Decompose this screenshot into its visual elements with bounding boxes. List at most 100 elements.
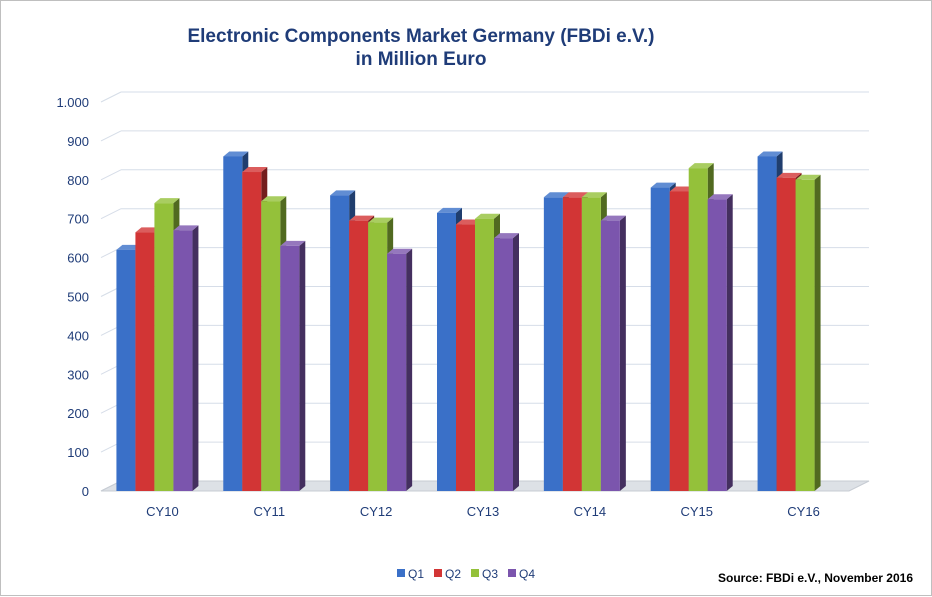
bar-front [475, 218, 494, 491]
legend-swatch [434, 569, 442, 577]
y-tick-label: 700 [67, 212, 89, 227]
bar-front [707, 199, 727, 491]
bar-top [581, 192, 607, 198]
bar-top [456, 219, 481, 225]
bar-front [688, 168, 708, 491]
gridline-side [100, 169, 122, 181]
y-tick-label: 400 [67, 328, 89, 343]
legend-label: Q4 [519, 567, 535, 581]
x-category-label: CY15 [680, 504, 713, 519]
bars [116, 151, 821, 492]
bar-top [261, 196, 287, 202]
bar-side [619, 215, 626, 491]
bar-top [757, 151, 783, 157]
gridline-side [100, 130, 122, 142]
bar-top [543, 192, 569, 198]
bar-top [223, 151, 249, 157]
bar-front [776, 177, 796, 492]
legend-label: Q2 [445, 567, 461, 581]
y-tick-label: 1.000 [56, 95, 89, 110]
bar-top [116, 244, 142, 250]
bar-top [154, 198, 180, 204]
bar-front [562, 197, 582, 491]
bar-top [600, 215, 626, 221]
bar-top [669, 186, 695, 192]
legend-swatch [471, 569, 479, 577]
bar-top [387, 248, 413, 254]
bar-top [494, 233, 519, 239]
y-axis-ticks: 0 100 200 300 400 500 600 700 800 900 1.000 [56, 95, 89, 499]
bar-front [600, 220, 620, 491]
x-axis-categories: CY10 CY11 CY12 CY13 CY14 CY15 CY16 [146, 504, 820, 519]
gridline-side [100, 208, 122, 220]
x-category-label: CY16 [787, 504, 820, 519]
bar-top [650, 182, 676, 188]
source-annotation: Source: FBDi e.V., November 2016 [718, 571, 913, 585]
legend-label: Q1 [408, 567, 424, 581]
y-tick-label: 200 [67, 406, 89, 421]
bar-side [192, 225, 199, 491]
bar-side [406, 248, 413, 491]
bar-side [513, 233, 519, 491]
bar-top [349, 215, 375, 221]
y-tick-label: 0 [82, 484, 89, 499]
bar-top [437, 207, 462, 213]
bar-front [349, 220, 369, 491]
bar-front [650, 187, 670, 491]
y-tick-label: 600 [67, 251, 89, 266]
y-tick-label: 500 [67, 290, 89, 305]
bar-q4-cy15 [707, 194, 733, 491]
bar-front [223, 156, 243, 491]
legend-swatch [508, 569, 516, 577]
bar-front [795, 179, 815, 492]
chart-title-line-1: Electronic Components Market Germany (FB… [187, 26, 654, 47]
bar-front [581, 197, 601, 491]
bar-top [562, 192, 588, 198]
bar-top [280, 240, 306, 246]
bar-top [795, 174, 821, 180]
legend-swatch [397, 569, 405, 577]
bar-top [135, 227, 161, 233]
bar-side [299, 240, 306, 491]
bar-front [368, 222, 388, 491]
x-category-label: CY10 [146, 504, 179, 519]
bar-front [494, 238, 513, 491]
bar-front [330, 195, 350, 492]
bar-front [135, 232, 155, 491]
bar-front [387, 253, 407, 491]
bar-q4-cy14 [600, 215, 626, 491]
bar-front [543, 197, 563, 491]
bar-front [116, 249, 136, 491]
bar-top [368, 217, 394, 223]
bar-top [173, 225, 199, 231]
legend: Q1 Q2 Q3 Q4 [397, 567, 535, 581]
y-tick-label: 800 [67, 173, 89, 188]
bar-front [456, 224, 475, 491]
bar-side [814, 174, 821, 492]
legend-item-q2: Q2 [434, 567, 461, 581]
chart-title-line-2: in Million Euro [356, 49, 487, 70]
bar-top [242, 167, 268, 173]
bar-front [154, 203, 174, 491]
bar-q4-cy13 [494, 233, 519, 491]
y-tick-label: 100 [67, 445, 89, 460]
bar-front [242, 172, 262, 491]
bar-top [776, 172, 802, 178]
x-category-label: CY11 [254, 504, 286, 519]
bar-q3-cy16 [795, 174, 821, 492]
x-category-label: CY13 [467, 504, 500, 519]
bar-side [726, 194, 733, 491]
bar-front [437, 212, 456, 492]
bar-top [330, 190, 356, 196]
bar-front [669, 191, 689, 491]
bar-top [707, 194, 733, 200]
legend-item-q1: Q1 [397, 567, 424, 581]
x-category-label: CY14 [574, 504, 607, 519]
y-tick-label: 300 [67, 367, 89, 382]
bar-front [173, 230, 193, 491]
legend-label: Q3 [482, 567, 498, 581]
legend-item-q4: Q4 [508, 567, 535, 581]
bar-top [475, 213, 500, 219]
